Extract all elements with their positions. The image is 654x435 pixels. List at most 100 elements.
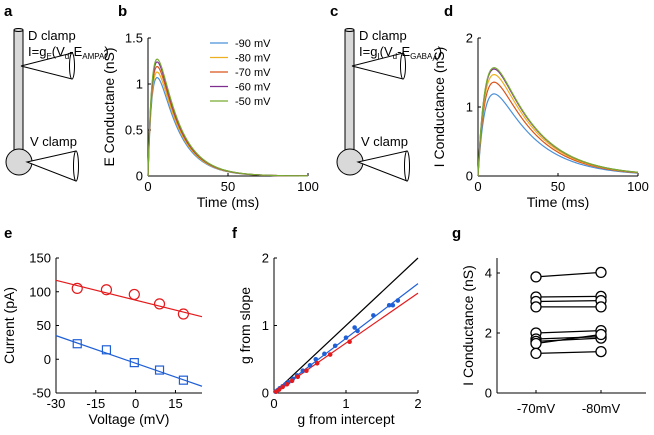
x-tick-label-b: 0 [144,179,151,194]
x-tick-label-d: 100 [627,179,649,194]
series-line-d-3 [477,68,639,177]
panel-d-chart: 0 50 100 0 1 2 Time (ms) I Conductance (nS) [431,31,649,211]
point-g-80mV-8 [595,345,607,358]
point-e-circle [128,288,140,301]
point-f-blue [343,335,349,340]
x-tick-label-e: 0 [132,396,139,411]
point-g-70mV-3 [530,301,542,313]
panel-c: c D clamp I=gI(Vd-EGABAA) V clamp [330,3,442,182]
ref-line-f-identity [273,257,419,394]
point-f-red [327,352,333,357]
y-tick-label-b: 1.5 [125,31,143,46]
x-tick-label-b: 50 [221,179,235,194]
x-axis-label-e: Voltage (mV) [89,411,170,427]
x-category-label-g: -80mV [582,401,621,416]
panel-label-f: f [232,225,238,242]
point-f-red [276,387,282,392]
panel-label-g: g [452,225,461,242]
y-tick-label-e: 0 [44,352,51,367]
point-g-70mV-0 [530,271,542,283]
y-tick-label-d: 2 [466,31,473,46]
point-f-blue [307,363,313,368]
point-e-circle [153,298,166,310]
y-tick-label-e: 150 [29,251,51,266]
x-axis-label-f: g from intercept [297,411,394,427]
panel-label-d: d [444,3,453,20]
point-f-blue [332,343,338,349]
y-tick-label-b: 0 [136,169,143,184]
dendrite-top-c [344,28,355,32]
point-g-80mV-3 [595,301,607,313]
point-f-blue [390,302,396,308]
y-axis-label-f: g from slope [237,287,253,364]
y-tick-label-f: 0 [262,386,269,401]
pair-line-g-1 [535,295,602,298]
d-pipette-end-c [400,52,406,80]
point-f-blue [371,313,376,318]
y-tick-label-d: 1 [466,100,473,115]
series-line-b-4 [147,58,308,177]
point-g-80mV-0 [595,266,607,279]
point-e-square [154,365,165,375]
point-f-blue [300,368,306,374]
y-tick-label-g: 2 [485,326,492,341]
legend-label-0: -90 mV [235,38,271,50]
point-e-square [178,375,189,385]
point-f-blue [313,356,319,362]
point-g-70mV-7 [530,337,542,350]
point-f-red [284,381,290,387]
panel-label-c: c [330,3,338,20]
x-tick-label-d: 50 [551,179,565,194]
fit-line-e-circles [55,279,203,318]
v-pipette-end-a [73,150,79,182]
point-f-blue [395,298,401,303]
point-f-blue [386,302,392,308]
point-e-square [129,358,139,368]
point-f-red [280,384,285,390]
series-line-b-1 [147,71,308,177]
y-tick-label-f: 2 [262,251,269,266]
pair-line-g-0 [535,271,602,278]
pair-line-g-6 [535,337,602,342]
dendrite-c [344,29,355,159]
legend-label-2: -70 mV [235,67,271,79]
pair-line-g-8 [535,351,602,354]
point-e-circle [100,284,113,296]
point-f-red [314,361,320,366]
legend-label-4: -50 mV [235,96,271,108]
y-tick-label-d: 0 [466,169,473,184]
equation-a: I=gE(Vd-EAMPA) [28,44,109,61]
x-tick-label-b: 100 [297,179,319,194]
x-tick-label-e: -15 [86,396,105,411]
fit-line-e-squares [55,335,203,387]
point-e-circle [177,308,190,320]
point-e-square [101,345,112,355]
dclamp-label-a: D clamp [28,28,76,43]
point-f-blue [322,351,327,357]
vclamp-label-c: V clamp [361,134,408,149]
series-line-d-4 [477,67,639,177]
x-tick-label-f: 1 [342,396,349,411]
legend-label-3: -60 mV [235,82,271,94]
point-f-red [347,339,352,345]
dendrite-top-a [13,28,24,32]
y-tick-label-b: 1 [136,77,143,92]
y-tick-label-e: -50 [32,386,51,401]
panel-a: a D clamp I=gE(Vd-EAMPA) V clamp [4,3,109,182]
panel-label-b: b [118,3,127,20]
x-axis-label-b: Time (ms) [197,194,259,210]
panel-label-a: a [4,3,13,20]
v-pipette-c [356,150,408,182]
y-tick-label-e: 50 [37,318,51,333]
x-tick-label-f: 0 [270,396,277,411]
y-axis-label-e: Current (pA) [1,287,17,364]
point-f-red [304,368,309,374]
pair-line-g-7 [535,333,602,345]
panel-e-chart: -30 -15 0 15 -50 0 50 100 150 Voltage (mV) Current… [1,251,203,427]
pair-line-g-4 [535,330,602,334]
panel-f-chart: 0 1 2 0 1 2 g from intercept g from slope [237,251,422,428]
panel-g-chart: 0 2 4 I Conductance (nS) -70mV -80mV [460,258,646,416]
equation-c: I=gI(Vd-EGABAA) [359,44,442,63]
series-line-d-2 [477,73,639,177]
